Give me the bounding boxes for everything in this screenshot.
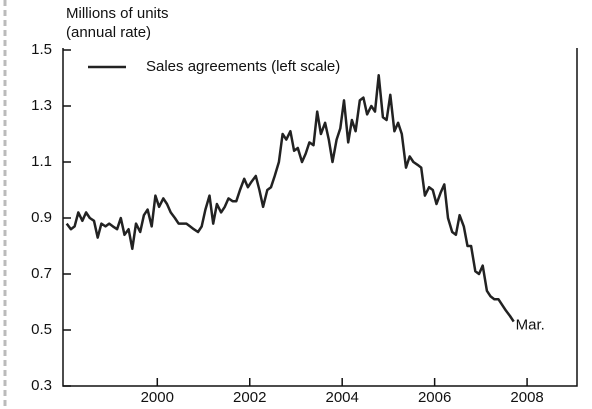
y-tick-label: 1.1	[31, 153, 52, 170]
y-axis-label: (annual rate)	[66, 24, 151, 41]
y-tick-label: 0.5	[31, 321, 52, 338]
x-tick-label: 2008	[510, 389, 543, 406]
x-tick-label: 2000	[141, 389, 174, 406]
y-tick-label: 0.3	[31, 377, 52, 394]
series-line	[65, 73, 515, 323]
legend-label: Sales agreements (left scale)	[146, 58, 340, 75]
x-tick-label: 2002	[233, 389, 266, 406]
axes-frame	[62, 48, 578, 387]
y-tick-label: 1.3	[31, 97, 52, 114]
annotation: Mar.	[516, 317, 545, 334]
x-tick-label: 2006	[418, 389, 451, 406]
x-tick-label: 2004	[325, 389, 358, 406]
y-tick-label: 0.9	[31, 209, 52, 226]
y-tick-label: 1.5	[31, 41, 52, 58]
y-tick-label: 0.7	[31, 265, 52, 282]
y-axis-label: Millions of units	[66, 5, 169, 22]
